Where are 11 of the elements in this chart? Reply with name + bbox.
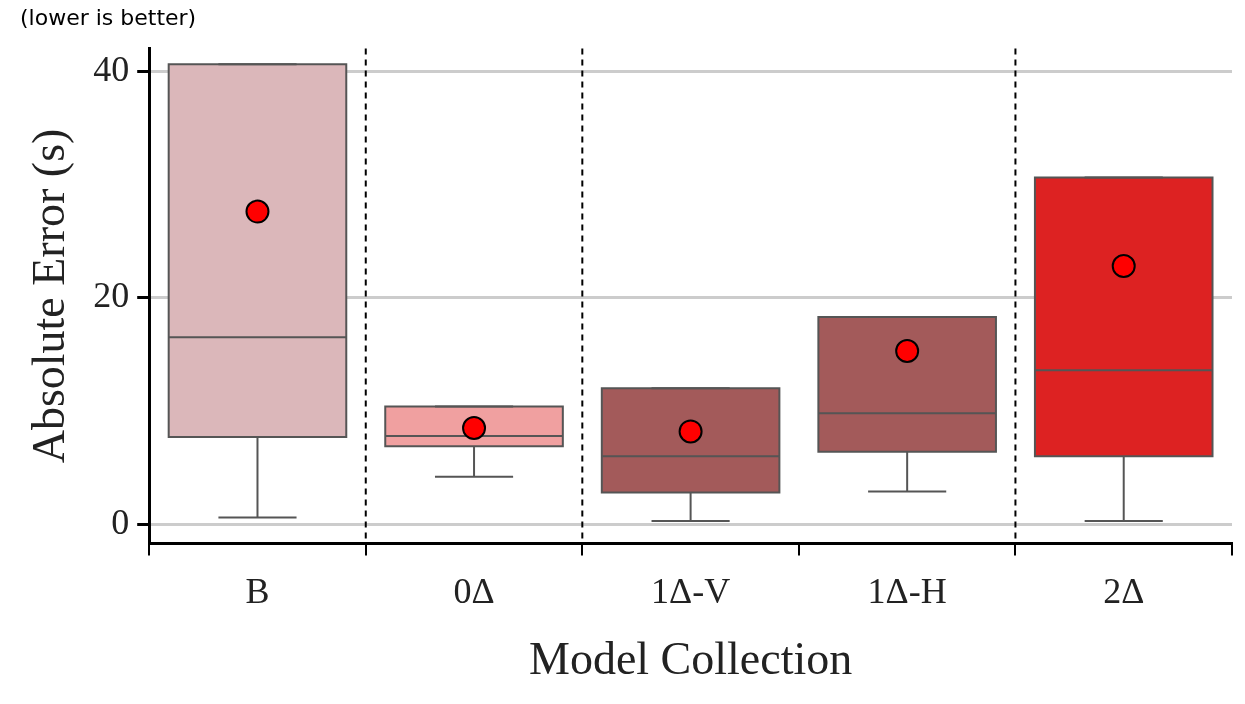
y-tick-label: 0 bbox=[111, 501, 130, 542]
x-tick-label: 1Δ-V bbox=[651, 570, 731, 611]
x-tick-label: 2Δ bbox=[1103, 570, 1145, 611]
y-tick-label: 20 bbox=[93, 275, 130, 316]
x-tick-label: 0Δ bbox=[453, 570, 495, 611]
x-axis-title: Model Collection bbox=[528, 633, 853, 685]
y-axis-title: Absolute Error (s) bbox=[22, 128, 74, 464]
chart-subtitle: (lower is better) bbox=[20, 4, 197, 30]
x-tick-label: 1Δ-H bbox=[867, 570, 947, 611]
x-tick-label: B bbox=[245, 570, 270, 611]
y-tick-label: 40 bbox=[93, 48, 130, 89]
